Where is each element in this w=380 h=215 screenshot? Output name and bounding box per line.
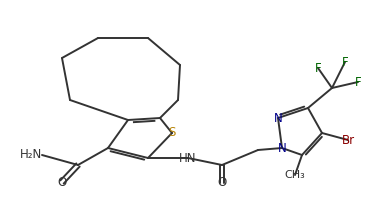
Text: S: S (168, 126, 176, 140)
Text: H₂N: H₂N (20, 149, 42, 161)
Text: O: O (57, 175, 66, 189)
Text: CH₃: CH₃ (285, 170, 306, 180)
Text: F: F (342, 55, 348, 69)
Text: N: N (278, 141, 287, 155)
Text: F: F (355, 75, 361, 89)
Text: O: O (217, 177, 226, 189)
Text: HN: HN (179, 152, 197, 164)
Text: N: N (274, 112, 282, 124)
Text: Br: Br (342, 134, 355, 146)
Text: F: F (315, 61, 321, 75)
